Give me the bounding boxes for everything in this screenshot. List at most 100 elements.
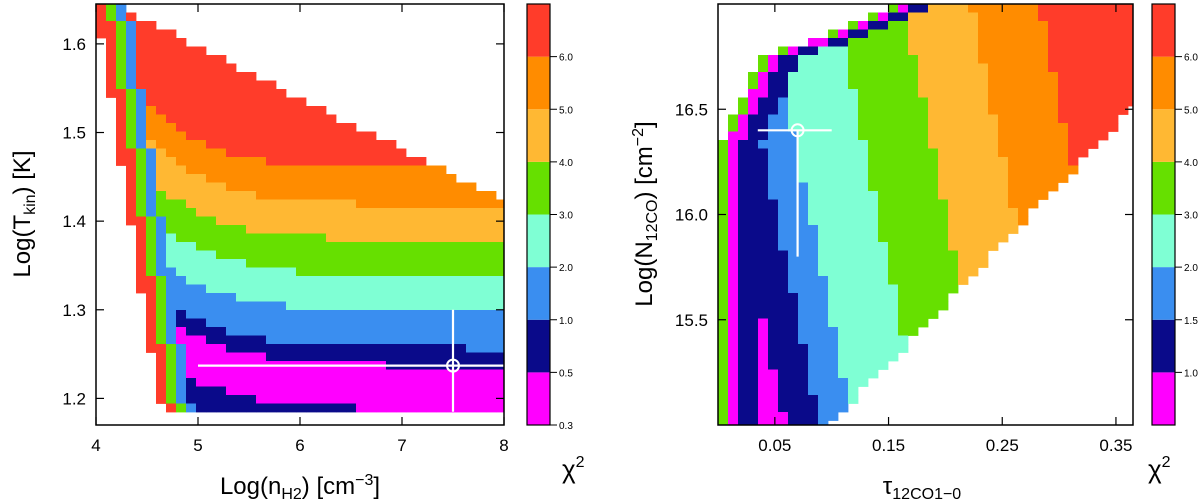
- heat-cell: [798, 242, 809, 251]
- heat-cell: [878, 318, 889, 328]
- heat-cell: [958, 242, 969, 251]
- heat-cell: [276, 352, 287, 362]
- heat-cell: [818, 216, 829, 226]
- heat-cell: [798, 284, 809, 294]
- heat-cell: [988, 21, 999, 30]
- heat-cell: [858, 80, 869, 90]
- heat-cell: [1018, 208, 1029, 217]
- heat-cell: [1038, 12, 1049, 22]
- heat-cell: [316, 403, 327, 413]
- heat-cell: [748, 165, 759, 175]
- heat-cell: [868, 46, 879, 56]
- heat-cell: [136, 157, 147, 166]
- heat-cell: [1008, 55, 1019, 64]
- heat-cell: [838, 250, 849, 260]
- heat-cell: [1038, 182, 1049, 192]
- heat-cell: [998, 131, 1009, 141]
- heat-cell: [988, 216, 999, 226]
- heat-cell: [316, 284, 327, 294]
- heat-cell: [848, 199, 859, 209]
- heat-cell: [1108, 97, 1119, 107]
- heat-cell: [306, 344, 317, 353]
- heat-cell: [958, 208, 969, 217]
- heat-cell: [446, 216, 457, 226]
- heat-cell: [306, 216, 317, 226]
- heat-cell: [206, 208, 217, 217]
- heat-cell: [356, 191, 367, 200]
- heat-cell: [146, 301, 157, 311]
- heat-cell: [286, 276, 297, 285]
- heat-cell: [196, 123, 207, 132]
- heat-cell: [456, 310, 467, 319]
- heat-cell: [216, 378, 227, 387]
- heat-cell: [988, 38, 999, 47]
- heat-cell: [768, 208, 779, 217]
- heat-cell: [978, 4, 989, 13]
- heat-cell: [798, 318, 809, 328]
- heat-cell: [306, 318, 317, 328]
- heat-cell: [296, 182, 307, 192]
- heat-cell: [486, 191, 497, 200]
- heat-cell: [186, 216, 197, 226]
- heat-cell: [748, 403, 759, 413]
- heat-cell: [496, 395, 504, 404]
- heat-cell: [476, 267, 487, 277]
- heat-cell: [778, 412, 789, 421]
- heat-cell: [928, 38, 939, 47]
- heat-cell: [878, 165, 889, 175]
- heat-cell: [788, 174, 799, 183]
- heat-cell: [376, 182, 387, 192]
- heat-cell: [196, 225, 207, 234]
- heat-cell: [868, 72, 879, 81]
- heat-cell: [226, 395, 237, 404]
- heat-cell: [296, 97, 307, 107]
- heat-cell: [306, 301, 317, 311]
- heat-cell: [948, 250, 959, 260]
- heat-cell: [778, 250, 789, 260]
- heat-cell: [778, 191, 789, 200]
- heat-cell: [106, 38, 117, 47]
- heat-cell: [798, 208, 809, 217]
- heat-cell: [868, 361, 879, 370]
- heat-cell: [748, 174, 759, 183]
- heat-cell: [888, 114, 899, 124]
- heat-cell: [156, 259, 167, 268]
- heat-cell: [798, 301, 809, 311]
- heat-cell: [416, 225, 427, 234]
- heat-cell: [808, 293, 819, 302]
- left-x-axis-label: Log(nH2) [cm−3]: [220, 472, 380, 503]
- heat-cell: [848, 361, 859, 370]
- heat-cell: [196, 216, 207, 226]
- heat-cell: [908, 276, 919, 285]
- heat-cell: [988, 63, 999, 73]
- heat-cell: [748, 191, 759, 200]
- heat-cell: [266, 165, 277, 175]
- heat-cell: [266, 191, 277, 200]
- heat-cell: [838, 123, 849, 132]
- heat-cell: [968, 55, 979, 64]
- colorbar-tick-label: 1.0: [1184, 368, 1198, 379]
- heat-cell: [788, 327, 799, 336]
- heat-cell: [206, 165, 217, 175]
- heat-cell: [1098, 46, 1109, 56]
- heat-cell: [818, 80, 829, 90]
- heat-cell: [838, 106, 849, 115]
- heat-cell: [788, 80, 799, 90]
- heat-cell: [978, 46, 989, 56]
- heat-cell: [456, 259, 467, 268]
- heat-cell: [818, 267, 829, 277]
- heat-cell: [1078, 106, 1089, 115]
- heat-cell: [406, 250, 417, 260]
- heat-cell: [346, 344, 357, 353]
- heat-cell: [868, 114, 879, 124]
- heat-cell: [898, 106, 909, 115]
- heat-cell: [206, 386, 217, 396]
- heat-cell: [116, 55, 127, 64]
- heat-cell: [758, 293, 769, 302]
- heat-cell: [166, 157, 177, 166]
- heat-cell: [166, 38, 177, 47]
- heat-cell: [798, 420, 809, 425]
- heat-cell: [1098, 97, 1109, 107]
- heat-cell: [466, 250, 477, 260]
- heat-cell: [166, 250, 177, 260]
